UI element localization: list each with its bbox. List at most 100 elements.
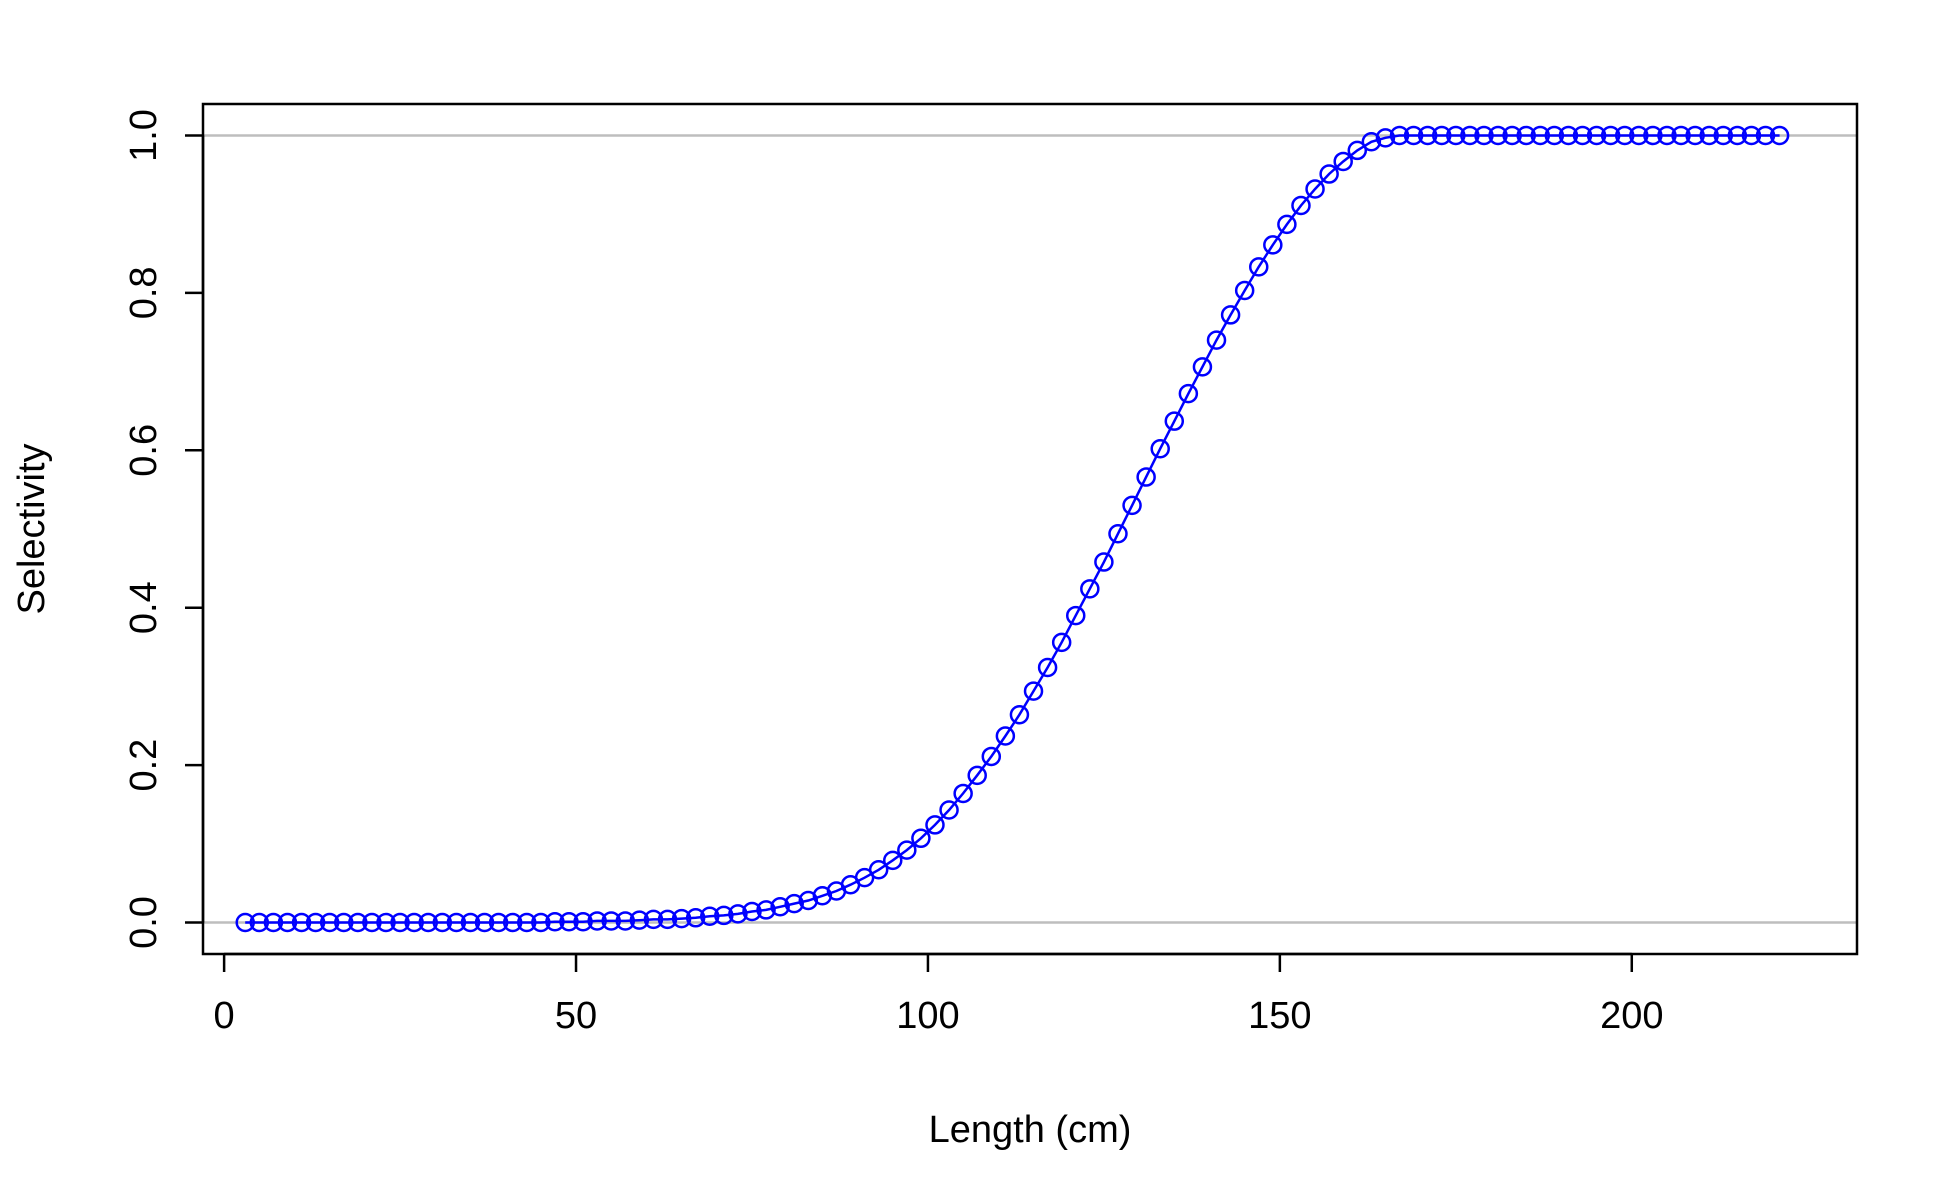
data-point [1474,125,1494,146]
data-point [1544,125,1565,146]
x-tick-label: 100 [896,995,959,1037]
data-point [756,900,776,920]
data-point [1516,125,1536,146]
data-point [897,840,917,860]
data-point [1502,125,1522,146]
data-point [883,850,903,871]
data-point [1051,632,1072,653]
data-point [1037,657,1058,678]
data-point [1643,125,1663,146]
data-point [1248,257,1269,277]
data-point [460,912,481,933]
data-point [981,746,1002,767]
data-point [1403,125,1424,146]
data-point [1417,125,1438,146]
series-line [245,134,1780,924]
data-point [925,815,945,835]
data-point [1009,704,1030,725]
data-point [615,911,636,931]
y-axis: 0.0 0.2 0.4 0.6 0.8 1.0 [123,109,205,949]
data-point [362,912,382,933]
data-point [953,783,973,804]
x-axis-title: Length (cm) [929,1109,1132,1151]
data-point [714,905,734,926]
data-point [517,912,537,933]
data-point [348,912,368,933]
data-point [390,912,410,933]
data-point [1150,438,1170,459]
data-point [1319,164,1339,184]
data-point [1023,681,1044,701]
data-point [1136,467,1156,487]
data-point [573,911,593,932]
data-point [1178,383,1199,404]
data-point [770,897,790,917]
x-tick-label: 200 [1600,995,1663,1037]
data-point [277,912,298,933]
data-point [1192,357,1213,377]
data-point [1065,605,1086,626]
y-axis-title: Selectivity [11,443,53,614]
data-point [263,912,284,933]
data-point [1530,125,1551,146]
y-tick-label: 0.6 [123,424,165,477]
data-point [432,912,453,933]
data-point [1389,125,1410,146]
data-point [742,901,762,922]
data-point [1446,125,1466,146]
data-point [545,911,565,932]
y-tick-label: 0.2 [123,739,165,792]
x-tick-label: 150 [1248,995,1311,1037]
data-point [1572,125,1593,146]
data-point [1347,140,1368,161]
data-point [291,912,312,933]
data-point [700,906,720,926]
data-point [446,912,467,933]
series-layer [235,125,1790,933]
data-point [319,912,340,933]
data-point [488,912,509,933]
data-point [531,912,551,933]
data-point [1375,128,1396,148]
data-point [995,726,1016,746]
data-point [1080,579,1100,599]
data-point [1586,125,1607,146]
data-point [587,911,607,931]
data-point [1755,125,1776,146]
data-point [334,912,354,933]
data-point [1558,125,1579,146]
data-point [1164,411,1185,431]
data-point [1629,125,1649,146]
x-tick-label: 50 [555,995,597,1037]
data-point [1657,125,1677,146]
data-point [1361,132,1382,152]
data-point [1741,125,1762,146]
data-point [1713,125,1734,146]
data-point [1277,214,1297,235]
y-tick-label: 0.0 [123,896,165,949]
data-point [629,910,650,930]
data-point [418,912,438,933]
data-point [1122,495,1142,516]
data-point [1600,125,1621,146]
data-point [1291,195,1311,216]
data-point [1699,125,1719,146]
data-point [1333,151,1353,172]
data-point [404,912,424,933]
data-point [1108,523,1128,544]
data-point [235,912,255,933]
data-point [1769,125,1790,146]
data-point [1234,280,1255,301]
data-point [474,912,495,933]
data-point [868,860,889,880]
data-point [1460,125,1480,146]
data-point [1305,179,1325,199]
data-point [671,908,692,929]
data-point [1614,125,1635,146]
y-tick-label: 0.4 [123,581,165,634]
data-point [502,912,523,933]
x-axis: 0 50 100 150 200 [214,952,1663,1037]
data-point [967,765,987,786]
